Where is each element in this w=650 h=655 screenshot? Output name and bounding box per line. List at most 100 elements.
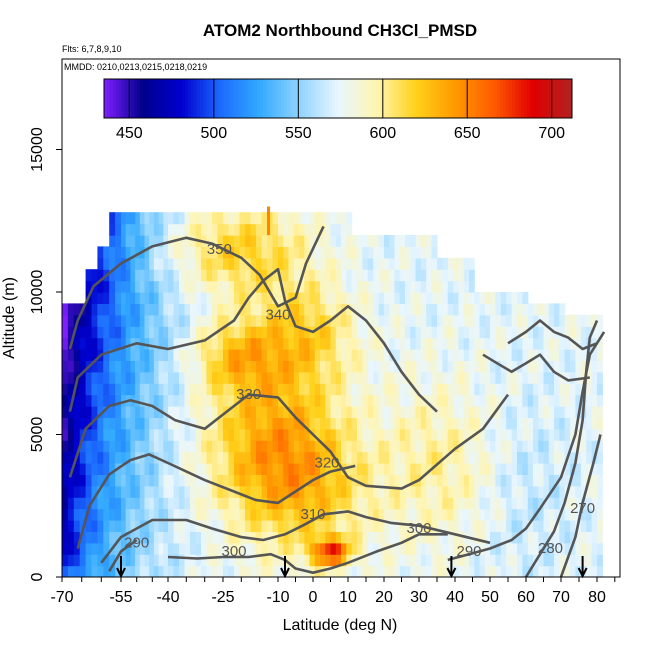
heatmap-cell <box>109 303 116 316</box>
heatmap-cell <box>103 417 110 430</box>
heatmap-cell <box>469 417 475 430</box>
heatmap-cell <box>437 463 443 475</box>
heatmap-cell <box>469 497 475 510</box>
heatmap-cell <box>212 451 219 464</box>
heatmap-cell <box>139 485 146 498</box>
heatmap-cell <box>431 292 438 304</box>
heatmap-cell <box>351 235 358 247</box>
heatmap-cell <box>490 303 496 316</box>
heatmap-cell <box>288 360 295 373</box>
heatmap-cell <box>153 520 160 532</box>
heatmap-cell <box>373 554 380 567</box>
heatmap-cell <box>309 497 316 510</box>
heatmap-cell <box>389 440 396 453</box>
heatmap-cell <box>261 235 268 247</box>
heatmap-cell <box>458 349 465 361</box>
heatmap-cell <box>426 360 433 373</box>
heatmap-cell <box>135 223 141 236</box>
heatmap-cell <box>474 508 481 521</box>
heatmap-cell <box>261 257 268 270</box>
heatmap-cell <box>223 235 230 247</box>
heatmap-cell <box>173 440 180 453</box>
heatmap-cell <box>245 485 252 498</box>
heatmap-cell <box>309 542 316 555</box>
heatmap-cell <box>367 326 374 339</box>
heatmap-cell <box>335 497 342 510</box>
colorbar-segment <box>350 79 354 118</box>
heatmap-cell <box>217 508 224 521</box>
heatmap-cell <box>389 417 396 430</box>
heatmap-cell <box>179 565 186 577</box>
heatmap-cell <box>223 223 230 236</box>
heatmap-cell <box>559 337 566 350</box>
heatmap-cell <box>367 292 374 304</box>
heatmap-cell <box>149 531 155 544</box>
heatmap-cell <box>79 349 87 361</box>
heatmap-cell <box>335 508 342 521</box>
heatmap-cell <box>125 337 131 350</box>
heatmap-cell <box>458 531 465 544</box>
heatmap-cell <box>314 428 321 441</box>
heatmap-cell <box>304 235 311 247</box>
heatmap-cell <box>570 417 576 430</box>
heatmap-cell <box>149 497 155 510</box>
heatmap-cell <box>195 360 202 373</box>
heatmap-cell <box>144 292 150 304</box>
x-tick-label: 10 <box>339 589 357 606</box>
heatmap-cell <box>357 417 363 430</box>
heatmap-cell <box>463 326 470 339</box>
heatmap-cell <box>272 428 279 441</box>
heatmap-cell <box>522 542 529 555</box>
heatmap-cell <box>394 292 401 304</box>
heatmap-cell <box>586 497 593 510</box>
heatmap-cell <box>293 451 300 464</box>
heatmap-cell <box>223 246 230 259</box>
heatmap-cell <box>79 451 87 464</box>
heatmap-cell <box>250 257 257 270</box>
heatmap-cell <box>85 417 93 430</box>
contour-line <box>167 533 448 574</box>
heatmap-cell <box>458 554 465 567</box>
heatmap-cell <box>447 474 454 487</box>
heatmap-cell <box>511 417 518 430</box>
heatmap-cell <box>463 463 470 475</box>
heatmap-cell <box>299 440 305 453</box>
heatmap-cell <box>405 542 411 555</box>
heatmap-cell <box>201 508 208 521</box>
heatmap-cell <box>431 520 438 532</box>
heatmap-cell <box>144 223 150 236</box>
heatmap-cell <box>267 565 274 577</box>
heatmap-cell <box>135 235 141 247</box>
heatmap-cell <box>299 235 305 247</box>
heatmap-cell <box>453 280 460 293</box>
heatmap-cell <box>426 371 433 384</box>
heatmap-cell <box>410 417 417 430</box>
heatmap-cell <box>362 485 369 498</box>
heatmap-cell <box>91 303 98 316</box>
heatmap-cell <box>115 451 122 464</box>
heatmap-cell <box>168 451 175 464</box>
heatmap-cell <box>293 280 300 293</box>
y-tick-label: 5000 <box>29 417 46 453</box>
heatmap-cell <box>533 406 539 418</box>
heatmap-cell <box>168 474 175 487</box>
heatmap-cell <box>212 349 219 361</box>
colorbar-segment <box>560 79 564 118</box>
heatmap-cell <box>453 554 460 567</box>
heatmap-cell <box>575 474 582 487</box>
heatmap-cell <box>357 326 363 339</box>
heatmap-cell <box>447 428 454 441</box>
heatmap-cell <box>309 292 316 304</box>
heatmap-cell <box>234 520 241 532</box>
heatmap-cell <box>158 474 164 487</box>
heatmap-cell <box>543 520 550 532</box>
colorbar-segment <box>113 79 117 118</box>
heatmap-cell <box>278 485 284 498</box>
heatmap-cell <box>153 440 160 453</box>
heatmap-cell <box>293 371 300 384</box>
heatmap-cell <box>109 212 116 225</box>
heatmap-cell <box>580 542 587 555</box>
heatmap-cell <box>239 349 246 361</box>
heatmap-cell <box>506 485 513 498</box>
heatmap-cell <box>453 337 460 350</box>
